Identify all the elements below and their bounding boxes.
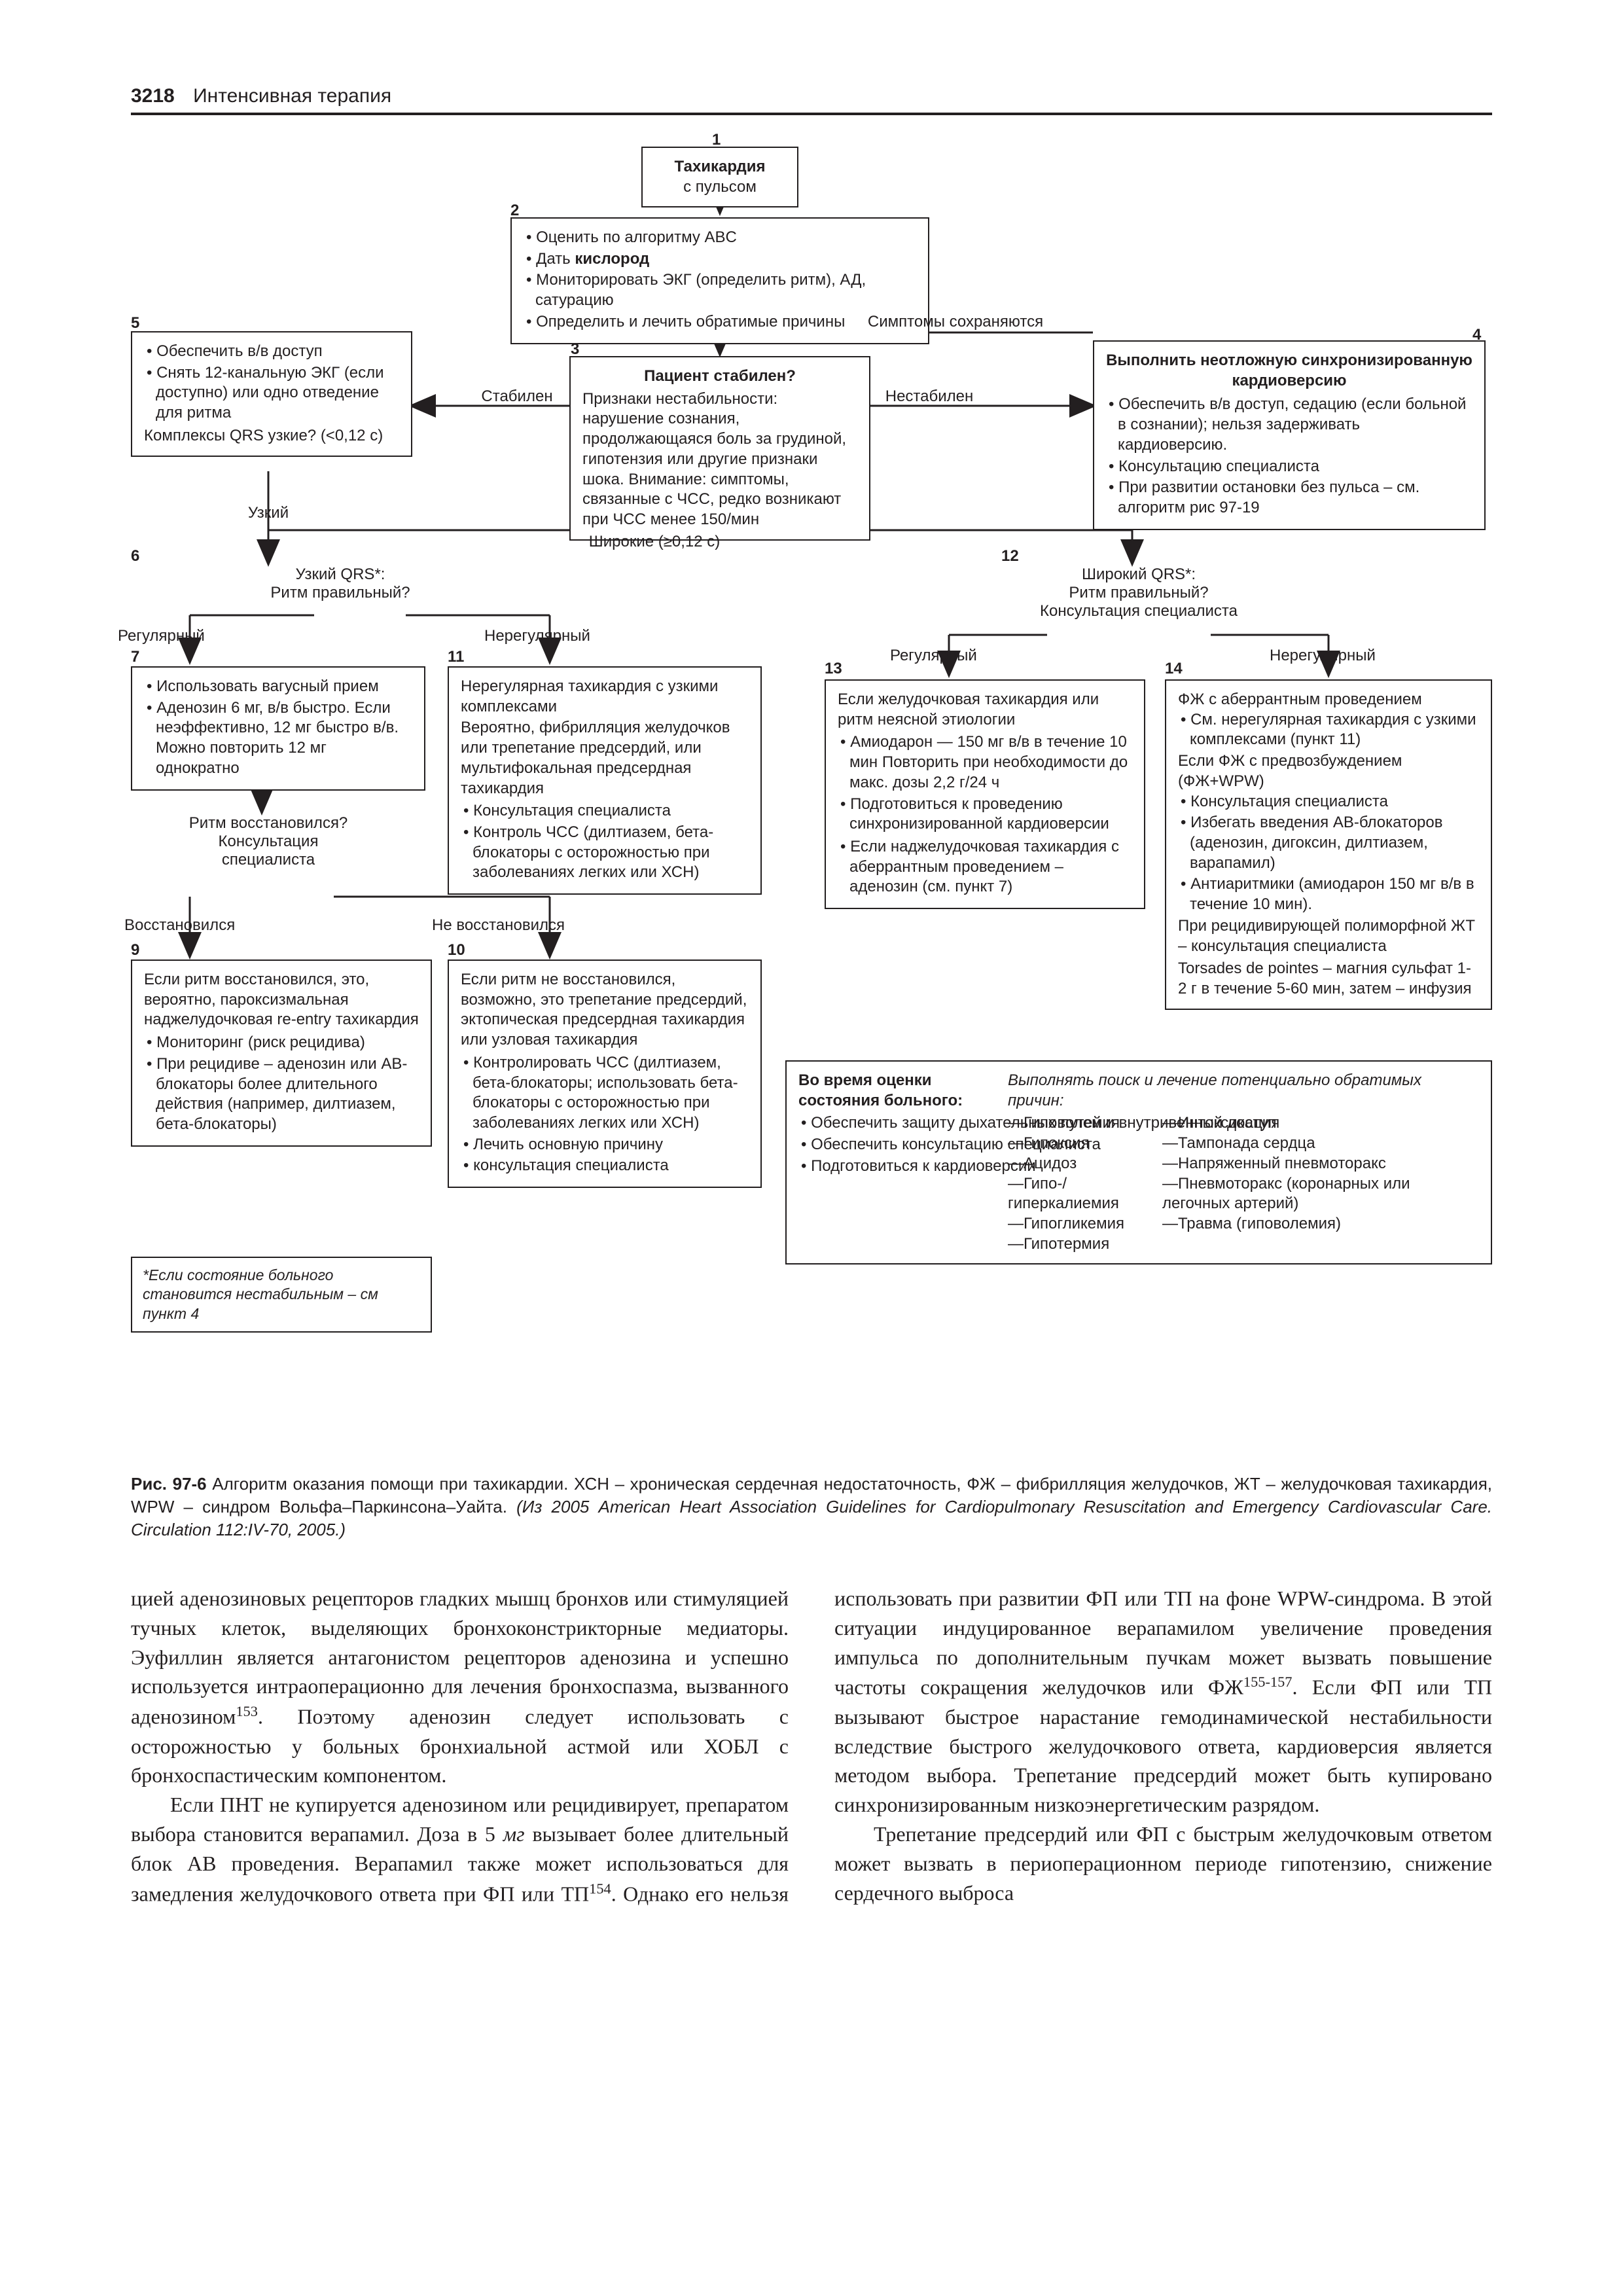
step-num-9: 9 xyxy=(131,941,139,960)
label-reg-12: Регулярный xyxy=(890,647,1021,665)
b4-i1: Обеспечить в/в доступ, седацию (если бол… xyxy=(1106,395,1472,455)
para-1: цией аденозиновых рецепторов гладких мыш… xyxy=(131,1584,789,1790)
b2-i3: Мониторировать ЭКГ (определить ритм), АД… xyxy=(524,270,916,310)
b7-i1: Использовать вагусный прием xyxy=(144,677,412,697)
label-narrow: Узкий xyxy=(229,504,308,522)
b4-title: Выполнить неотложную синхронизированную … xyxy=(1106,351,1472,391)
b4-i2: Консультацию специалиста xyxy=(1106,457,1472,477)
pl-i3: Подготовиться к кардиоверсии xyxy=(798,1157,1277,1177)
label-unstable: Нестабилен xyxy=(877,387,982,406)
b13-i1: Амиодарон — 150 мг в/в в течение 10 мин … xyxy=(838,732,1132,793)
box-3: Пациент стабилен? Признаки нестабильност… xyxy=(569,356,870,541)
label-stable: Стабилен xyxy=(471,387,563,406)
b14-l3: При рецидивирующей полиморфной ЖТ – конс… xyxy=(1178,916,1479,956)
box-14: ФЖ с аберрантным проведением См. нерегул… xyxy=(1165,679,1492,1010)
q8: Ритм восстановился? Консультация специал… xyxy=(170,814,366,869)
b14-i3: Избегать введения АВ-блокаторов (аденози… xyxy=(1178,813,1479,873)
b14-l1: ФЖ с аберрантным проведением xyxy=(1178,690,1479,710)
box-1: Тахикардия с пульсом xyxy=(641,147,798,207)
b14-i1: См. нерегулярная тахикардия с узкими ком… xyxy=(1178,710,1479,750)
b14-l4: Torsades de pointes – магния сульфат 1-2… xyxy=(1178,959,1479,999)
box1-sub: с пульсом xyxy=(654,177,785,198)
b9-i2: При рецидиве – аденозин или АВ-блокаторы… xyxy=(144,1054,419,1135)
flowchart: 1 2 3 4 5 6 7 9 10 11 12 13 14 Тахикарди… xyxy=(131,131,1492,1446)
b11-body: Вероятно, фибрилляция желудочков или тре… xyxy=(461,718,749,798)
q6: Узкий QRS*: Ритм правильный? xyxy=(242,565,438,602)
step-num-14: 14 xyxy=(1165,660,1183,678)
b7-i2: Аденозин 6 мг, в/в быстро. Если неэффект… xyxy=(144,698,412,779)
step-num-12: 12 xyxy=(1001,547,1019,565)
b13-foot: Если наджелудочковая тахикардия с аберра… xyxy=(838,837,1132,897)
b9-lead: Если ритм восстановился, это, вероятно, … xyxy=(144,970,419,1030)
body-columns: цией аденозиновых рецепторов гладких мыш… xyxy=(131,1584,1492,1909)
b4-i3: При развитии остановки без пульса – см. … xyxy=(1106,478,1472,518)
b14-l2: Если ФЖ с предвозбуждением (ФЖ+WPW) xyxy=(1178,751,1479,791)
pl-i1: Обеспечить защиту дыхательных путей и вн… xyxy=(798,1113,1277,1134)
b3-text: Признаки нестабильности: нарушение созна… xyxy=(582,389,857,530)
para-3: Трепетание предсердий или ФП с быстрым ж… xyxy=(834,1820,1492,1907)
box-9: Если ритм восстановился, это, вероятно, … xyxy=(131,960,432,1147)
b13-lead: Если желудочковая тахикардия или ритм не… xyxy=(838,690,1132,730)
panel-evaluation: Во время оценки состояния больного: Обес… xyxy=(785,1060,1492,1265)
step-num-11: 11 xyxy=(448,648,464,666)
b10-i3: консультация специалиста xyxy=(461,1156,749,1176)
b11-lead: Нерегулярная тахикардия с узкими комплек… xyxy=(461,677,749,717)
footnote: *Если состояние больного становится нест… xyxy=(131,1257,432,1333)
label-restored: Восстановился xyxy=(124,916,268,935)
step-num-5: 5 xyxy=(131,314,139,332)
box-11: Нерегулярная тахикардия с узкими комплек… xyxy=(448,666,762,895)
b11-i1: Консультация специалиста xyxy=(461,801,749,821)
b2-i2: Дать кислород xyxy=(524,249,916,270)
step-num-7: 7 xyxy=(131,648,139,666)
panel-left-title: Во время оценки состояния больного: xyxy=(798,1071,995,1111)
label-persist: Симптомы сохраняются xyxy=(831,313,1080,331)
page-number: 3218 xyxy=(131,85,175,107)
panel-right-title: Выполнять поиск и лечение потенциально о… xyxy=(1008,1071,1479,1111)
box-13: Если желудочковая тахикардия или ритм не… xyxy=(825,679,1145,909)
pl-i2: Обеспечить консультацию специалиста xyxy=(798,1135,1277,1155)
label-irreg-12: Нерегулярный xyxy=(1270,647,1414,665)
b14-i4: Антиаритмики (амиодарон 150 мг в/в в теч… xyxy=(1178,874,1479,914)
section-title: Интенсивная терапия xyxy=(193,85,391,107)
step-num-13: 13 xyxy=(825,660,842,678)
b10-lead: Если ритм не восстановился, возможно, эт… xyxy=(461,970,749,1050)
b9-i1: Мониторинг (риск рецидива) xyxy=(144,1033,419,1053)
box1-title: Тахикардия xyxy=(654,157,785,177)
label-not-restored: Не восстановился xyxy=(432,916,602,935)
page: 3218 Интенсивная терапия xyxy=(0,0,1623,2296)
label-wide: Широкие (≥0,12 с) xyxy=(550,533,759,551)
b5-i2: Снять 12-канальную ЭКГ (если доступно) и… xyxy=(144,363,399,423)
label-irreg-6: Нерегулярный xyxy=(484,627,628,645)
b10-i1: Контролировать ЧСС (дилтиазем, бета-блок… xyxy=(461,1053,749,1134)
caption-fig: Рис. 97-6 xyxy=(131,1474,207,1494)
b11-i2: Контроль ЧСС (дилтиазем, бета-блокаторы … xyxy=(461,823,749,883)
label-reg-6: Регулярный xyxy=(118,627,236,645)
b5-tail: Комплексы QRS узкие? (<0,12 с) xyxy=(144,426,399,446)
b5-i1: Обеспечить в/в доступ xyxy=(144,342,399,362)
figure-caption: Рис. 97-6 Алгоритм оказания помощи при т… xyxy=(131,1473,1492,1541)
b14-i2: Консультация специалиста xyxy=(1178,792,1479,812)
box-10: Если ритм не восстановился, возможно, эт… xyxy=(448,960,762,1188)
box-5: Обеспечить в/в доступ Снять 12-канальную… xyxy=(131,331,412,457)
box-7: Использовать вагусный прием Аденозин 6 м… xyxy=(131,666,425,791)
b13-i2: Подготовиться к проведению синхронизиров… xyxy=(838,795,1132,834)
b2-i1: Оценить по алгоритму ABC xyxy=(524,228,916,248)
q12: Широкий QRS*: Ритм правильный? Консульта… xyxy=(1021,565,1257,620)
box-4: Выполнить неотложную синхронизированную … xyxy=(1093,340,1486,530)
page-header: 3218 Интенсивная терапия xyxy=(131,85,1492,115)
step-num-10: 10 xyxy=(448,941,465,960)
b3-title: Пациент стабилен? xyxy=(582,367,857,387)
b10-i2: Лечить основную причину xyxy=(461,1135,749,1155)
step-num-6: 6 xyxy=(131,547,139,565)
